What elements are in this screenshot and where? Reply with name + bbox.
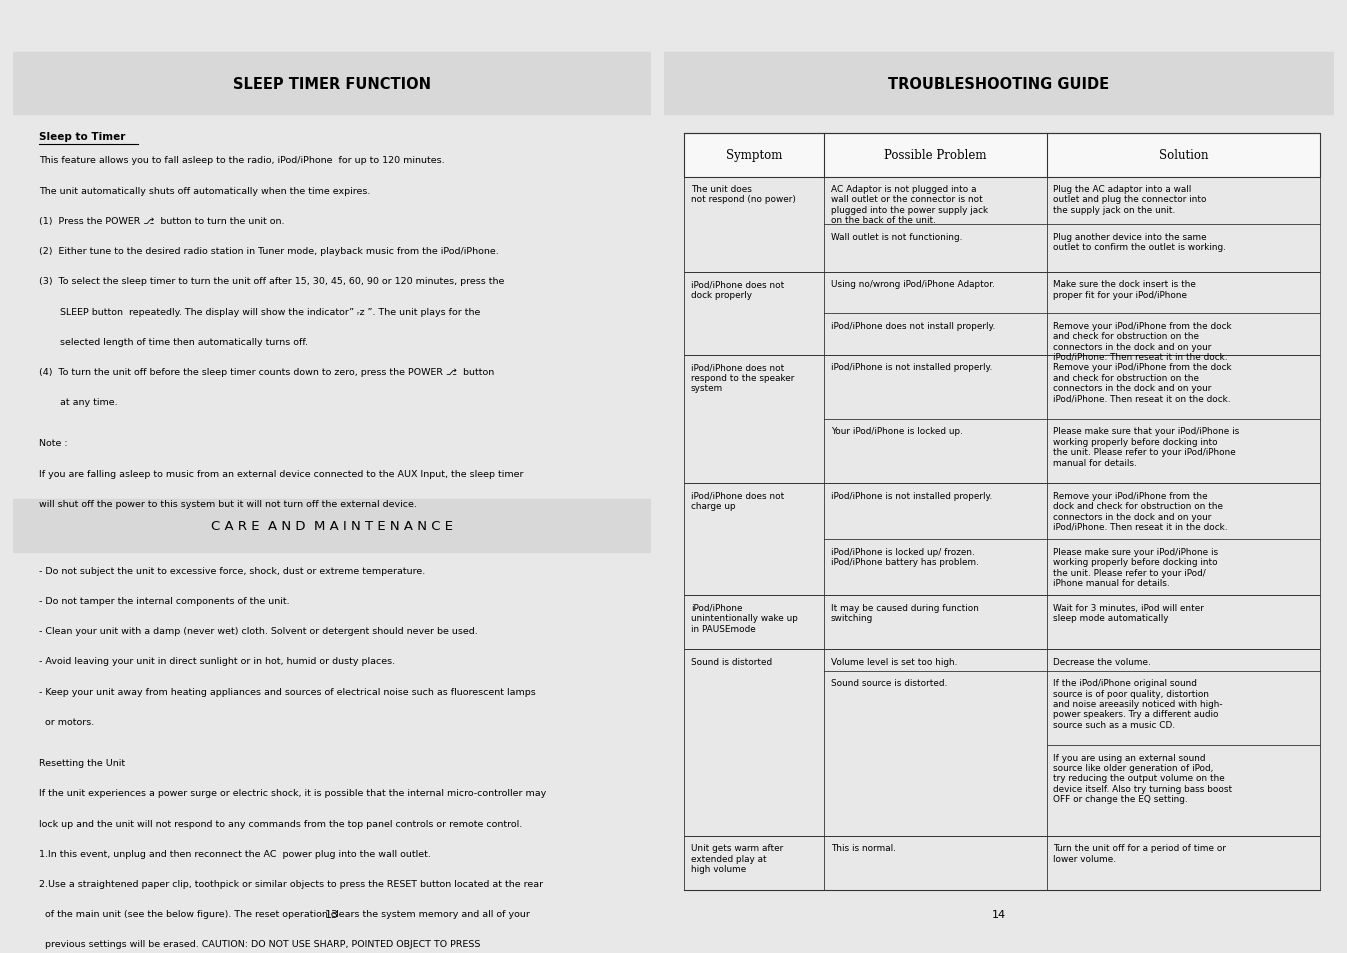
Bar <box>13 499 651 553</box>
Text: - Keep your unit away from heating appliances and sources of electrical noise su: - Keep your unit away from heating appli… <box>39 687 536 696</box>
Text: Plug the AC adaptor into a wall
outlet and plug the connector into
the supply ja: Plug the AC adaptor into a wall outlet a… <box>1053 185 1207 214</box>
Bar <box>664 53 1334 115</box>
Text: Solution: Solution <box>1158 149 1208 162</box>
Bar <box>684 177 1320 273</box>
Text: Sound is distorted: Sound is distorted <box>691 657 772 666</box>
Text: Sleep to Timer: Sleep to Timer <box>39 132 125 142</box>
Text: lock up and the unit will not respond to any commands from the top panel control: lock up and the unit will not respond to… <box>39 819 523 827</box>
Text: Please make sure your iPod/iPhone is
working properly before docking into
the un: Please make sure your iPod/iPhone is wor… <box>1053 547 1219 587</box>
Text: iPod/iPhone is not installed properly.: iPod/iPhone is not installed properly. <box>831 492 991 500</box>
Text: This is normal.: This is normal. <box>831 843 896 853</box>
Text: If you are using an external sound
source like older generation of iPod,
try red: If you are using an external sound sourc… <box>1053 753 1233 803</box>
Text: (3)  To select the sleep timer to turn the unit off after 15, 30, 45, 60, 90 or : (3) To select the sleep timer to turn th… <box>39 277 504 286</box>
Text: Please make sure that your iPod/iPhone is
working properly before docking into
t: Please make sure that your iPod/iPhone i… <box>1053 427 1239 467</box>
Text: If you are falling asleep to music from an external device connected to the AUX : If you are falling asleep to music from … <box>39 469 524 478</box>
Text: This feature allows you to fall asleep to the radio, iPod/iPhone  for up to 120 : This feature allows you to fall asleep t… <box>39 156 445 165</box>
Text: - Do not subject the unit to excessive force, shock, dust or extreme temperature: - Do not subject the unit to excessive f… <box>39 566 426 576</box>
Text: or motors.: or motors. <box>39 717 94 726</box>
Bar <box>684 273 1320 355</box>
Text: iPod/iPhone is not installed properly.: iPod/iPhone is not installed properly. <box>831 363 991 372</box>
Text: at any time.: at any time. <box>39 397 117 407</box>
Text: Symptom: Symptom <box>726 149 783 162</box>
Text: 13: 13 <box>325 909 339 919</box>
Text: TROUBLESHOOTING GUIDE: TROUBLESHOOTING GUIDE <box>888 76 1110 91</box>
Text: AC Adaptor is not plugged into a
wall outlet or the connector is not
plugged int: AC Adaptor is not plugged into a wall ou… <box>831 185 987 225</box>
Text: (4)  To turn the unit off before the sleep timer counts down to zero, press the : (4) To turn the unit off before the slee… <box>39 368 494 376</box>
Text: Using no/wrong iPod/iPhone Adaptor.: Using no/wrong iPod/iPhone Adaptor. <box>831 280 994 289</box>
Text: iPod/iPhone
unintentionally wake up
in PAUSEmode: iPod/iPhone unintentionally wake up in P… <box>691 603 797 633</box>
Text: iPod/iPhone does not
dock properly: iPod/iPhone does not dock properly <box>691 280 784 299</box>
Text: Make sure the dock insert is the
proper fit for your iPod/iPhone: Make sure the dock insert is the proper … <box>1053 280 1196 299</box>
Text: (2)  Either tune to the desired radio station in Tuner mode, playback music from: (2) Either tune to the desired radio sta… <box>39 247 498 255</box>
Bar <box>13 53 651 115</box>
Text: will shut off the power to this system but it will not turn off the external dev: will shut off the power to this system b… <box>39 499 416 508</box>
Text: Turn the unit off for a period of time or
lower volume.: Turn the unit off for a period of time o… <box>1053 843 1226 862</box>
Text: Your iPod/iPhone is locked up.: Your iPod/iPhone is locked up. <box>831 427 963 436</box>
Text: previous settings will be erased. CAUTION: DO NOT USE SHARP, POINTED OBJECT TO P: previous settings will be erased. CAUTIO… <box>39 940 481 948</box>
Text: selected length of time then automatically turns off.: selected length of time then automatical… <box>39 337 308 347</box>
Text: Decrease the volume.: Decrease the volume. <box>1053 657 1152 666</box>
Text: 2.Use a straightened paper clip, toothpick or similar objects to press the RESET: 2.Use a straightened paper clip, toothpi… <box>39 879 543 888</box>
Bar <box>684 596 1320 650</box>
Text: 14: 14 <box>991 909 1006 919</box>
Text: Remove your iPod/iPhone from the dock
and check for obstruction on the
connector: Remove your iPod/iPhone from the dock an… <box>1053 321 1233 361</box>
Text: SLEEP TIMER FUNCTION: SLEEP TIMER FUNCTION <box>233 76 431 91</box>
Text: iPod/iPhone does not
respond to the speaker
system: iPod/iPhone does not respond to the spea… <box>691 363 795 393</box>
Text: - Avoid leaving your unit in direct sunlight or in hot, humid or dusty places.: - Avoid leaving your unit in direct sunl… <box>39 657 395 666</box>
Text: Plug another device into the same
outlet to confirm the outlet is working.: Plug another device into the same outlet… <box>1053 233 1226 252</box>
Text: If the iPod/iPhone original sound
source is of poor quality, distortion
and nois: If the iPod/iPhone original sound source… <box>1053 679 1223 729</box>
Text: of the main unit (see the below figure). The reset operation clears the system m: of the main unit (see the below figure).… <box>39 909 529 919</box>
Text: The unit does
not respond (no power): The unit does not respond (no power) <box>691 185 796 204</box>
Text: Sound source is distorted.: Sound source is distorted. <box>831 679 947 687</box>
Bar <box>684 133 1320 177</box>
Text: Remove your iPod/iPhone from the dock
and check for obstruction on the
connector: Remove your iPod/iPhone from the dock an… <box>1053 363 1233 403</box>
Bar <box>684 133 1320 177</box>
Text: - Do not tamper the internal components of the unit.: - Do not tamper the internal components … <box>39 597 290 605</box>
Text: Wait for 3 minutes, iPod will enter
sleep mode automatically: Wait for 3 minutes, iPod will enter slee… <box>1053 603 1204 622</box>
Text: Possible Problem: Possible Problem <box>884 149 986 162</box>
Text: Wall outlet is not functioning.: Wall outlet is not functioning. <box>831 233 962 241</box>
Text: Remove your iPod/iPhone from the
dock and check for obstruction on the
connector: Remove your iPod/iPhone from the dock an… <box>1053 492 1228 532</box>
Text: (1)  Press the POWER ⎇  button to turn the unit on.: (1) Press the POWER ⎇ button to turn the… <box>39 216 284 226</box>
Text: The unit automatically shuts off automatically when the time expires.: The unit automatically shuts off automat… <box>39 187 370 195</box>
Text: Unit gets warm after
extended play at
high volume: Unit gets warm after extended play at hi… <box>691 843 783 873</box>
Bar <box>684 836 1320 890</box>
Text: Resetting the Unit: Resetting the Unit <box>39 759 125 767</box>
Text: Note :: Note : <box>39 439 67 448</box>
Text: SLEEP button  repeatedly. The display will show the indicator” ᵣz ”. The unit pl: SLEEP button repeatedly. The display wil… <box>39 307 481 316</box>
Text: 1.In this event, unplug and then reconnect the AC  power plug into the wall outl: 1.In this event, unplug and then reconne… <box>39 849 431 858</box>
Text: C A R E  A N D  M A I N T E N A N C E: C A R E A N D M A I N T E N A N C E <box>211 519 453 533</box>
Bar <box>684 484 1320 596</box>
Text: iPod/iPhone does not
charge up: iPod/iPhone does not charge up <box>691 492 784 511</box>
Bar <box>684 650 1320 836</box>
Text: If the unit experiences a power surge or electric shock, it is possible that the: If the unit experiences a power surge or… <box>39 788 546 798</box>
Text: It may be caused during function
switching: It may be caused during function switchi… <box>831 603 979 622</box>
Text: Volume level is set too high.: Volume level is set too high. <box>831 657 958 666</box>
Text: - Clean your unit with a damp (never wet) cloth. Solvent or detergent should nev: - Clean your unit with a damp (never wet… <box>39 626 478 636</box>
Text: iPod/iPhone is locked up/ frozen.
iPod/iPhone battery has problem.: iPod/iPhone is locked up/ frozen. iPod/i… <box>831 547 979 567</box>
Text: iPod/iPhone does not install properly.: iPod/iPhone does not install properly. <box>831 321 995 331</box>
Bar <box>684 355 1320 484</box>
